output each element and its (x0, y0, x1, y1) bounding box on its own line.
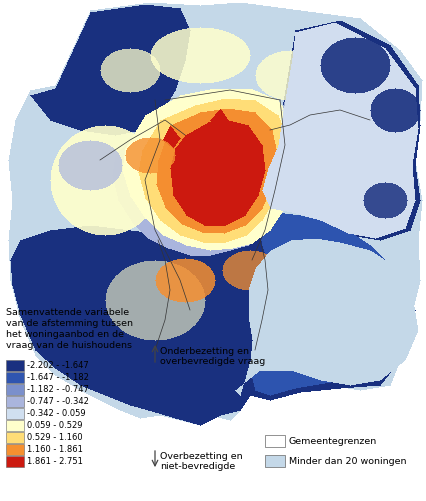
Text: Gemeentegrenzen: Gemeentegrenzen (288, 436, 376, 445)
Text: 0.529 - 1.160: 0.529 - 1.160 (27, 433, 83, 442)
Bar (6, 384, 24, 395)
Text: -2.202 - -1.647: -2.202 - -1.647 (27, 361, 89, 370)
Bar (6, 396, 24, 407)
Text: -1.647 - -1.182: -1.647 - -1.182 (27, 373, 89, 382)
Text: Onderbezetting en
overbevredigde vraag: Onderbezetting en overbevredigde vraag (160, 347, 265, 366)
Text: -0.342 - 0.059: -0.342 - 0.059 (27, 409, 86, 418)
Text: 0.059 - 0.529: 0.059 - 0.529 (27, 421, 82, 430)
Text: -1.182 - -0.747: -1.182 - -0.747 (27, 385, 89, 394)
Text: 1.160 - 1.861: 1.160 - 1.861 (27, 445, 83, 454)
Text: Overbezetting en
niet-bevredigde: Overbezetting en niet-bevredigde (160, 452, 242, 471)
Bar (6, 420, 24, 431)
Text: -0.747 - -0.342: -0.747 - -0.342 (27, 397, 89, 406)
Bar (6, 444, 24, 455)
Bar (6, 372, 24, 383)
Bar (265, 455, 284, 467)
Bar (6, 360, 24, 371)
Bar (6, 408, 24, 419)
Text: Minder dan 20 woningen: Minder dan 20 woningen (288, 456, 406, 465)
Text: Samenvattende variabele
van de afstemming tussen
het woningaanbod en de
vraag va: Samenvattende variabele van de afstemmin… (6, 308, 132, 350)
Bar (6, 456, 24, 467)
Bar (265, 435, 284, 447)
Bar (6, 432, 24, 443)
Text: 1.861 - 2.751: 1.861 - 2.751 (27, 457, 83, 466)
